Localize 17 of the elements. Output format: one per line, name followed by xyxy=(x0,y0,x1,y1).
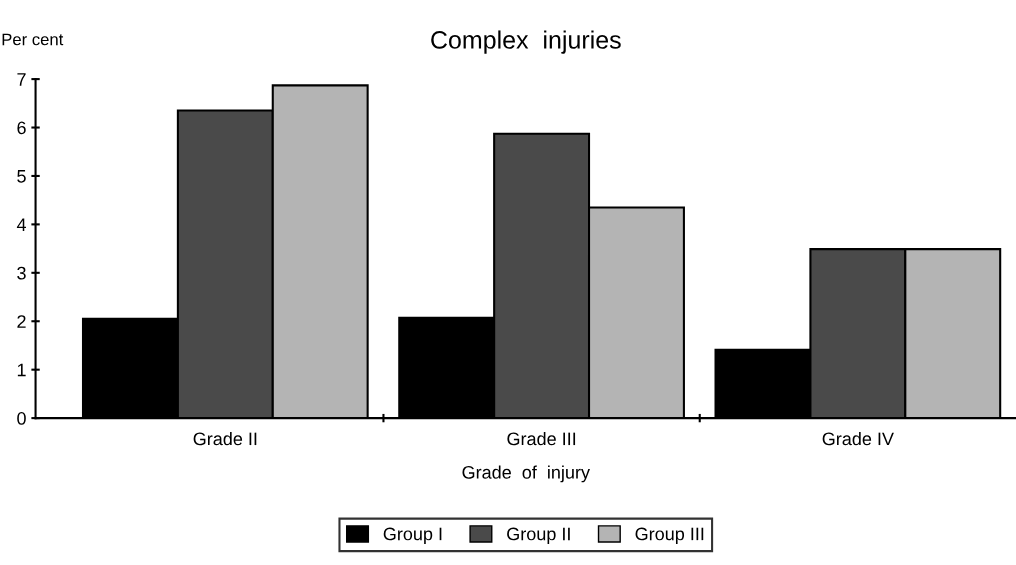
legend-label: Group II xyxy=(507,527,570,544)
y-tick-label: 5 xyxy=(17,170,26,183)
y-axis-title: Per cent xyxy=(2,33,64,46)
x-tick-label: Grade III xyxy=(507,431,576,446)
x-tick-label: Grade II xyxy=(193,431,257,446)
legend-label: Group III xyxy=(635,527,704,544)
y-tick-label: 2 xyxy=(17,315,26,328)
y-tick-label: 3 xyxy=(17,266,26,280)
y-tick-label: 6 xyxy=(17,121,26,135)
y-tick-label: 4 xyxy=(16,218,26,231)
y-tick-label: 7 xyxy=(17,73,26,86)
y-tick-label: 1 xyxy=(17,363,26,377)
x-axis-title: Grade of injury xyxy=(462,465,590,483)
x-tick-label: Grade IV xyxy=(822,431,894,446)
chart-title: Complex injuries xyxy=(431,30,621,54)
legend-label: Group I xyxy=(383,527,442,544)
y-tick-label: 0 xyxy=(17,412,26,425)
